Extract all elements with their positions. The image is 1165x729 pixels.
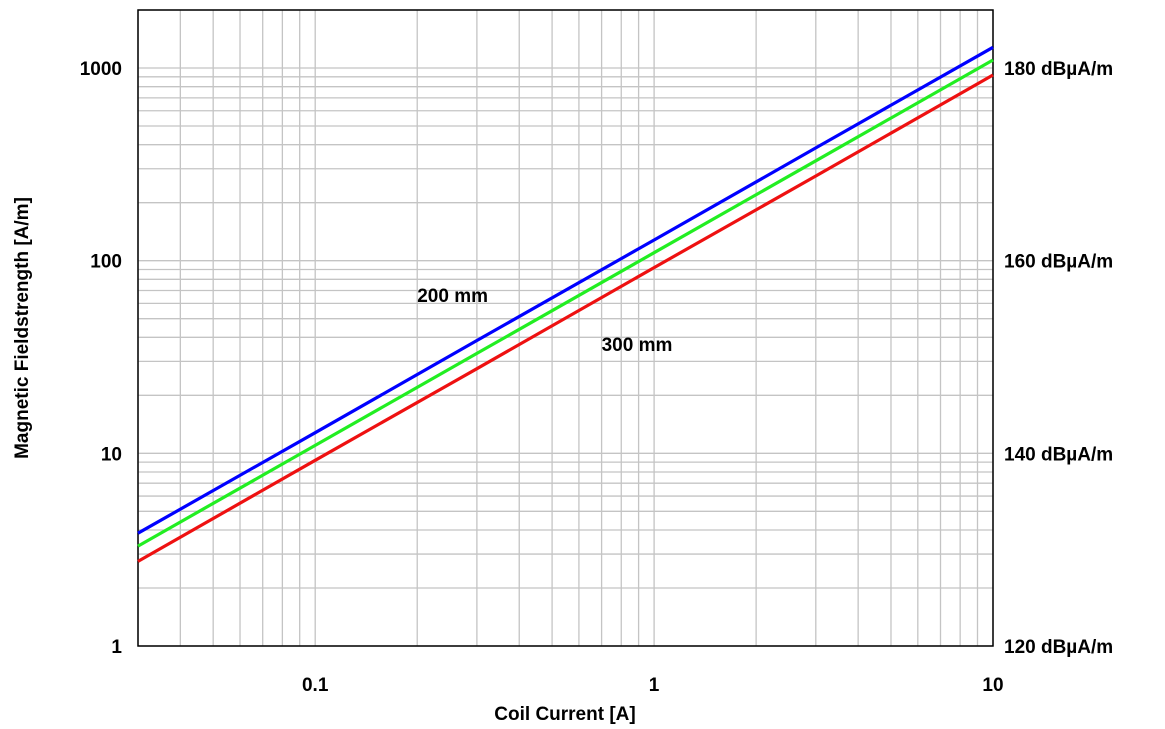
annotation-label: 300 mm: [602, 335, 673, 356]
plot-frame: [137, 9, 994, 647]
series-lines: [137, 45, 994, 563]
series-line-1: [137, 45, 994, 535]
series-line-3: [137, 73, 994, 563]
tick-labels: 0.1 1 10 1 10 100 1000 120 dBµA/m 140 dBµA/m 160 …: [80, 59, 1113, 696]
grid: [137, 9, 994, 647]
y2-tick-label: 140 dBµA/m: [1004, 444, 1113, 465]
y-tick-label: 100: [90, 252, 122, 273]
series-line-2: [137, 58, 994, 548]
y2-tick-label: 120 dBµA/m: [1004, 637, 1113, 658]
y2-tick-label: 180 dBµA/m: [1004, 59, 1113, 80]
x-tick-label: 0.1: [302, 675, 329, 696]
y-axis-label: Magnetic Fieldstrength [A/m]: [12, 197, 33, 459]
annotations: 200 mm 300 mm: [417, 286, 672, 356]
annotation-label: 200 mm: [417, 286, 488, 307]
x-tick-label: 10: [982, 675, 1003, 696]
x-tick-label: 1: [649, 675, 660, 696]
y-tick-label: 10: [101, 444, 122, 465]
y2-tick-label: 160 dBµA/m: [1004, 252, 1113, 273]
y-tick-label: 1: [111, 637, 122, 658]
x-axis-label: Coil Current [A]: [494, 704, 635, 725]
y-tick-label: 1000: [80, 59, 122, 80]
